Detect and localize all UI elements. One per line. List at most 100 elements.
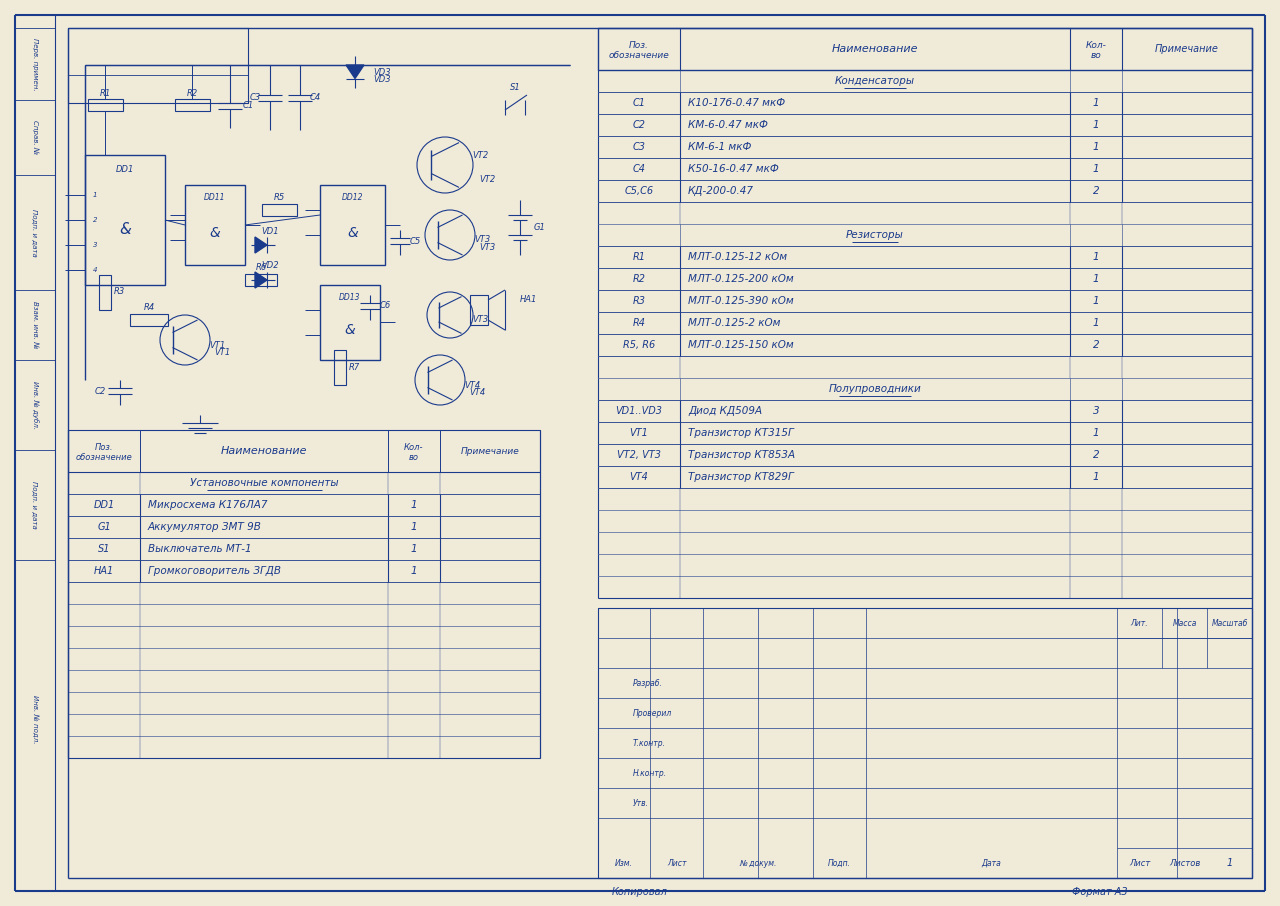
- Text: C2: C2: [632, 120, 645, 130]
- Bar: [320, 285, 380, 360]
- Text: S1: S1: [97, 544, 110, 554]
- Text: VT1: VT1: [209, 341, 225, 350]
- Text: G1: G1: [534, 224, 547, 233]
- Text: Лист: Лист: [667, 859, 686, 868]
- Text: Транзистор КТ853А: Транзистор КТ853А: [689, 450, 795, 460]
- Text: &: &: [347, 226, 358, 240]
- Text: &: &: [344, 323, 356, 338]
- Text: 1: 1: [1093, 164, 1100, 174]
- Bar: [598, 608, 1252, 878]
- Text: 1: 1: [1093, 142, 1100, 152]
- Text: VT4: VT4: [630, 472, 649, 482]
- Text: Наименование: Наименование: [832, 44, 918, 54]
- Text: DD1: DD1: [115, 166, 134, 175]
- Text: 2: 2: [1093, 340, 1100, 350]
- Text: C4: C4: [310, 93, 320, 102]
- Text: Подп.: Подп.: [828, 859, 851, 868]
- Text: во: во: [410, 452, 419, 461]
- Text: R1: R1: [100, 89, 110, 98]
- Text: Наименование: Наименование: [220, 446, 307, 456]
- Text: КД-200-0.47: КД-200-0.47: [689, 186, 754, 196]
- Text: VT4: VT4: [470, 388, 485, 397]
- Text: МЛТ-0.125-150 кОм: МЛТ-0.125-150 кОм: [689, 340, 794, 350]
- Text: Микросхема К176ЛА7: Микросхема К176ЛА7: [148, 500, 268, 510]
- Text: Копировал: Копировал: [612, 887, 668, 897]
- Bar: [470, 295, 488, 325]
- Text: C3: C3: [250, 93, 261, 102]
- Text: Диод КД509А: Диод КД509А: [689, 406, 762, 416]
- Text: R3: R3: [114, 287, 124, 296]
- Text: МЛТ-0.125-2 кОм: МЛТ-0.125-2 кОм: [689, 318, 781, 328]
- Text: Примечание: Примечание: [461, 447, 520, 456]
- Bar: [99, 275, 111, 310]
- Text: Инв. № дубл.: Инв. № дубл.: [32, 381, 38, 429]
- Text: &: &: [210, 226, 220, 240]
- Bar: [598, 28, 1252, 70]
- Text: 1: 1: [1093, 274, 1100, 284]
- Text: НА1: НА1: [93, 566, 114, 576]
- Text: R6: R6: [256, 264, 266, 273]
- Text: &: &: [119, 223, 131, 237]
- Polygon shape: [255, 237, 268, 253]
- Text: Лист: Лист: [1129, 859, 1151, 868]
- Text: VT2: VT2: [472, 150, 488, 159]
- Text: DD12: DD12: [342, 192, 364, 201]
- Text: Взам. инв. №: Взам. инв. №: [32, 302, 38, 349]
- Text: Полупроводники: Полупроводники: [828, 384, 922, 394]
- Text: Масса: Масса: [1172, 619, 1197, 628]
- Text: МЛТ-0.125-12 кОм: МЛТ-0.125-12 кОм: [689, 252, 787, 262]
- Text: 4: 4: [93, 267, 97, 273]
- Bar: [334, 350, 346, 385]
- Bar: [186, 185, 244, 265]
- Text: Перв. примен.: Перв. примен.: [32, 38, 38, 91]
- Text: C1: C1: [242, 101, 253, 111]
- Text: 1: 1: [411, 566, 417, 576]
- Bar: [175, 99, 210, 111]
- Text: G1: G1: [97, 522, 111, 532]
- Text: Установочные компоненты: Установочные компоненты: [189, 478, 338, 488]
- Text: 1: 1: [1226, 858, 1233, 868]
- Text: № докум.: № докум.: [740, 859, 777, 868]
- Text: VT3: VT3: [472, 315, 488, 324]
- Text: 1: 1: [1093, 252, 1100, 262]
- Text: Н.контр.: Н.контр.: [634, 768, 667, 777]
- Text: Подп. и дата: Подп. и дата: [32, 481, 38, 529]
- Text: Примечание: Примечание: [1155, 44, 1219, 54]
- Text: Проверил: Проверил: [634, 708, 672, 718]
- Text: КМ-6-1 мкФ: КМ-6-1 мкФ: [689, 142, 751, 152]
- Text: VT3: VT3: [474, 236, 490, 245]
- Bar: [262, 204, 297, 216]
- Text: 1: 1: [1093, 318, 1100, 328]
- Text: Поз.: Поз.: [628, 41, 649, 50]
- Text: VD1..VD3: VD1..VD3: [616, 406, 663, 416]
- Text: DD13: DD13: [339, 293, 361, 302]
- Text: Аккумулятор ЗМТ 9В: Аккумулятор ЗМТ 9В: [148, 522, 262, 532]
- Text: R5, R6: R5, R6: [623, 340, 655, 350]
- Polygon shape: [346, 65, 364, 79]
- Text: R3: R3: [632, 296, 645, 306]
- Text: Выключатель МТ-1: Выключатель МТ-1: [148, 544, 252, 554]
- Text: Кол-: Кол-: [1085, 41, 1106, 50]
- Text: 2: 2: [1093, 186, 1100, 196]
- Text: Дата: Дата: [982, 859, 1001, 868]
- Text: VT2, VT3: VT2, VT3: [617, 450, 660, 460]
- Text: 1: 1: [1093, 98, 1100, 108]
- Text: МЛТ-0.125-200 кОм: МЛТ-0.125-200 кОм: [689, 274, 794, 284]
- Text: C1: C1: [632, 98, 645, 108]
- Text: S1: S1: [509, 83, 521, 92]
- Text: C3: C3: [632, 142, 645, 152]
- Text: Поз.: Поз.: [95, 442, 113, 451]
- Text: обозначение: обозначение: [608, 51, 669, 60]
- Text: C6: C6: [379, 302, 390, 311]
- Bar: [84, 155, 165, 285]
- Text: 1: 1: [93, 192, 97, 198]
- Text: К50-16-0.47 мкФ: К50-16-0.47 мкФ: [689, 164, 778, 174]
- Bar: [244, 274, 276, 286]
- Text: C5: C5: [410, 236, 421, 246]
- Text: VT2: VT2: [479, 175, 495, 184]
- Text: DD11: DD11: [205, 192, 225, 201]
- Text: VT1: VT1: [214, 348, 230, 357]
- Text: 1: 1: [1093, 428, 1100, 438]
- Text: VD1: VD1: [261, 226, 279, 236]
- Text: 1: 1: [1093, 120, 1100, 130]
